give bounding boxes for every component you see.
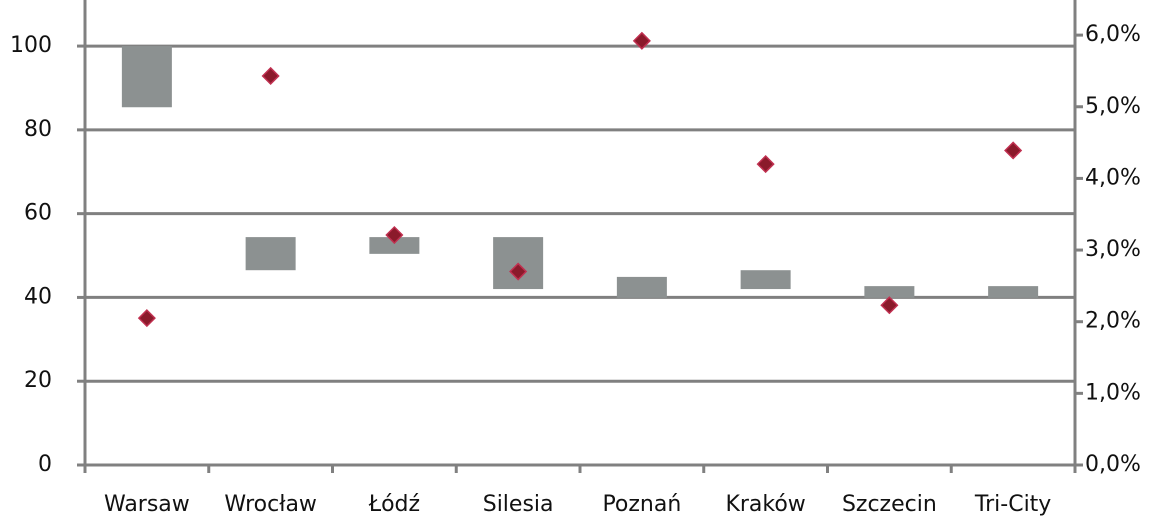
x-tick-label: Warsaw: [104, 492, 190, 517]
x-tick-label: Poznań: [602, 492, 681, 517]
y-tick-label: 0: [38, 452, 52, 477]
y2-tick-label: 2,0%: [1085, 309, 1141, 334]
x-tick-label: Tri-City: [974, 492, 1051, 517]
y2-tick-label: 5,0%: [1085, 94, 1141, 119]
y-tick-label: 100: [10, 33, 52, 58]
bar: [121, 46, 172, 108]
y2-tick-label: 3,0%: [1085, 237, 1141, 262]
y2-tick-label: 1,0%: [1085, 380, 1141, 405]
x-tick-label: Szczecin: [842, 492, 937, 517]
point: [756, 155, 775, 174]
y2-tick-label: 6,0%: [1085, 22, 1141, 47]
bar: [616, 276, 667, 298]
point: [385, 225, 404, 245]
y2-tick-label: 4,0%: [1085, 165, 1141, 190]
y2-tick-label: 0,0%: [1085, 452, 1141, 477]
x-tick-label: Kraków: [725, 492, 805, 517]
y-tick-label: 40: [24, 284, 52, 309]
point: [509, 262, 528, 281]
bar: [740, 270, 791, 290]
x-tick-label: Silesia: [483, 492, 554, 517]
x-tick-label: Łódź: [368, 492, 420, 517]
bar: [864, 286, 915, 298]
bar: [245, 237, 296, 271]
y-tick-label: 60: [24, 201, 52, 226]
y-tick-label: 20: [24, 368, 52, 393]
bar: [369, 237, 420, 254]
point: [1004, 141, 1023, 160]
point: [880, 296, 899, 315]
bar: [988, 286, 1039, 298]
y-tick-label: 80: [24, 117, 52, 142]
x-tick-label: Wrocław: [224, 492, 317, 517]
point: [137, 309, 156, 328]
point: [261, 66, 280, 86]
point: [632, 31, 651, 50]
